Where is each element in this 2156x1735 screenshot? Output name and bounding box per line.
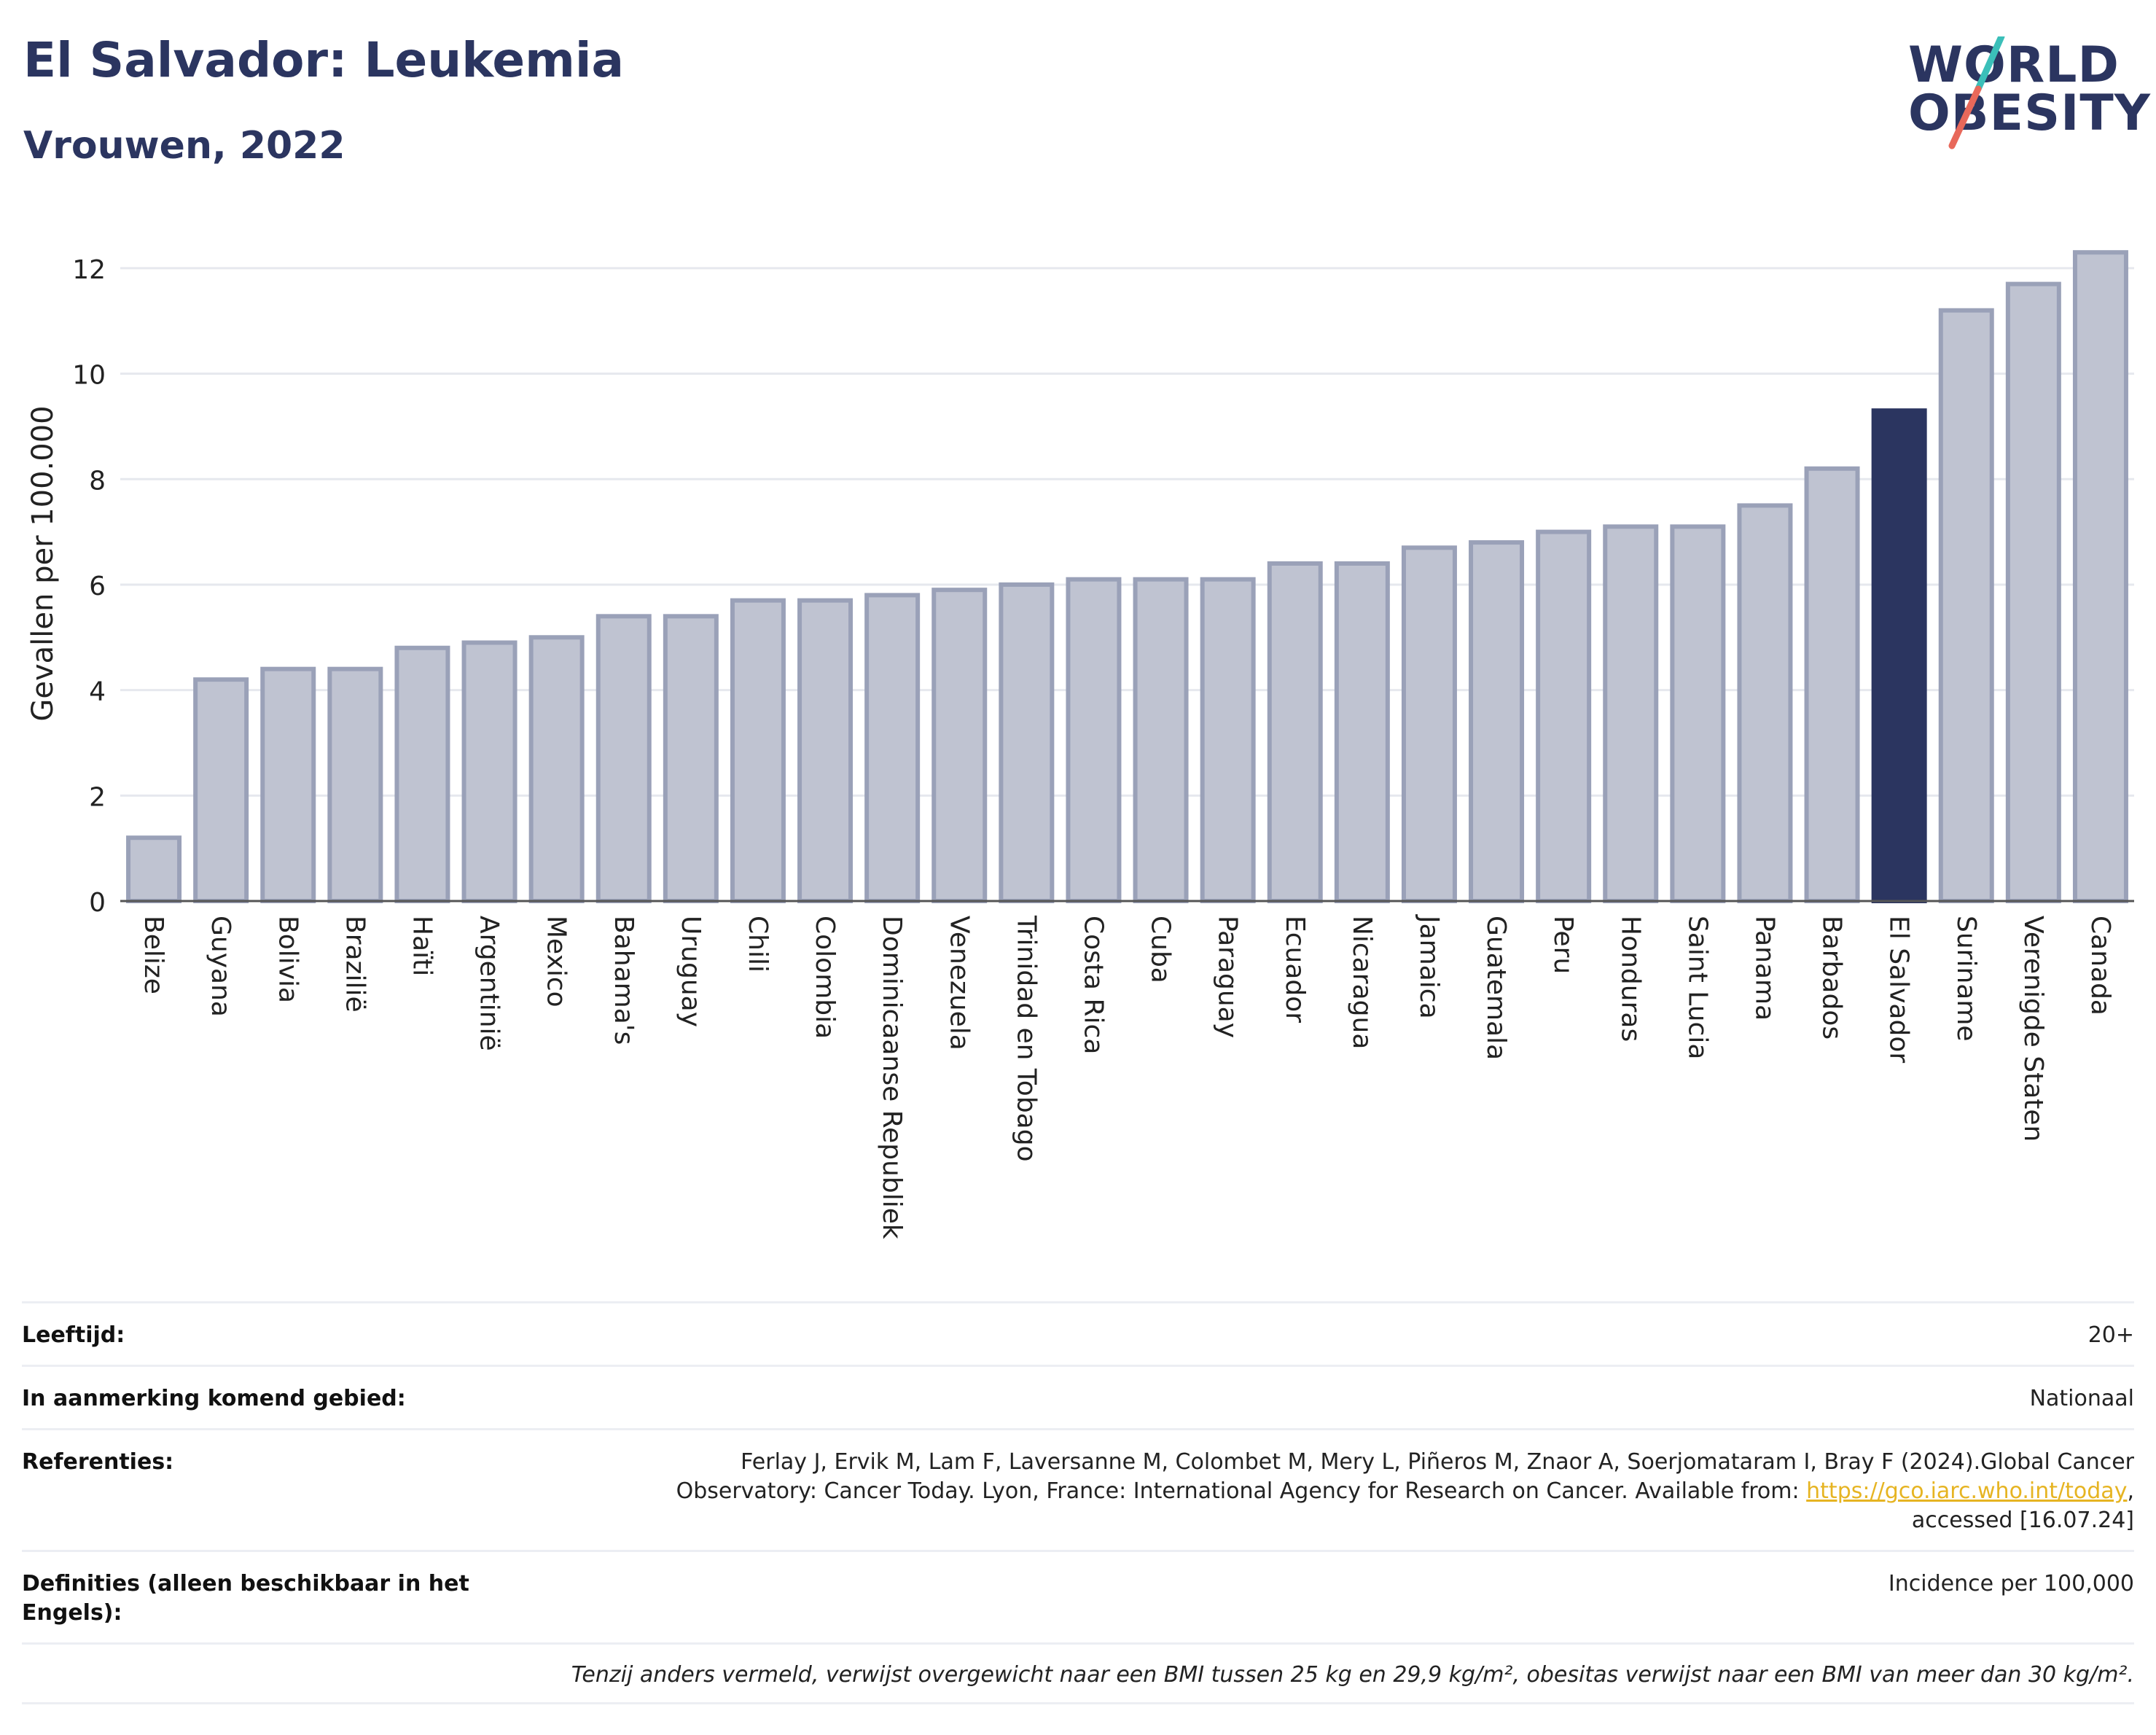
page-subtitle: Vrouwen, 2022 xyxy=(23,124,345,168)
bar-peru xyxy=(1536,529,1592,903)
area-value: Nationaal xyxy=(2029,1386,2134,1411)
x-tick-label: Paraguay xyxy=(1213,916,1243,1038)
metadata-table: Leeftijd: 20+ In aanmerking komend gebie… xyxy=(22,1301,2134,1704)
bar-nicaragua xyxy=(1334,561,1390,903)
x-tick-label: Bolivia xyxy=(273,916,302,1003)
bar-trinidad-en-tobago xyxy=(999,582,1055,903)
x-tick-label: Guatemala xyxy=(1481,916,1511,1060)
references-label: Referenties: xyxy=(22,1449,174,1475)
y-tick-label: 6 xyxy=(89,572,106,601)
x-tick-label: Venezuela xyxy=(944,916,974,1050)
bar-ha-ti xyxy=(394,645,450,903)
world-obesity-logo: WORLD OBESITY xyxy=(1894,36,2150,160)
x-tick-label: Peru xyxy=(1548,916,1578,974)
bar-brazili- xyxy=(327,666,383,903)
x-tick-label: Nicaragua xyxy=(1347,916,1377,1049)
logo-line-1: WORLD xyxy=(1908,36,2120,94)
age-label: Leeftijd: xyxy=(22,1322,125,1348)
x-tick-label: Haïti xyxy=(407,916,437,976)
y-axis-label: Gevallen per 100.000 xyxy=(26,405,60,721)
bar-saint-lucia xyxy=(1670,524,1726,903)
y-axis-ticks: 0 2 4 6 8 10 12 xyxy=(72,255,106,918)
bar-bolivia xyxy=(260,666,316,903)
y-tick-label: 12 xyxy=(72,255,106,285)
bar-guyana xyxy=(193,677,249,903)
x-tick-label: Barbados xyxy=(1817,916,1847,1040)
bar-paraguay xyxy=(1200,577,1256,903)
bar-barbados xyxy=(1804,466,1860,903)
bar-canada xyxy=(2072,250,2128,903)
x-tick-label: Saint Lucia xyxy=(1682,916,1712,1059)
bar-chart: 0 2 4 6 8 10 12 Belize Guyana Bolivia Brazilië Haï… xyxy=(26,250,2134,1239)
chart-bars xyxy=(126,250,2128,903)
x-tick-label: Chili xyxy=(743,916,773,972)
x-tick-label: Colombia xyxy=(810,916,840,1039)
x-tick-label: El Salvador xyxy=(1884,916,1914,1063)
x-tick-label: Honduras xyxy=(1615,916,1645,1042)
bar-panama xyxy=(1737,503,1793,903)
bar-chili xyxy=(730,598,786,903)
bar-ecuador xyxy=(1267,561,1323,903)
x-tick-label: Panama xyxy=(1749,916,1779,1021)
bar-dominicaanse-republiek xyxy=(864,593,921,903)
meta-row-area: In aanmerking komend gebied: Nationaal xyxy=(22,1365,2134,1428)
x-tick-label: Costa Rica xyxy=(1078,916,1108,1054)
bar-mexico xyxy=(528,635,585,903)
age-value: 20+ xyxy=(2087,1322,2134,1348)
y-tick-label: 8 xyxy=(89,466,106,496)
reference-link[interactable]: https://gco.iarc.who.int/today xyxy=(1806,1478,2128,1504)
footnote: Tenzij anders vermeld, verwijst overgewi… xyxy=(22,1642,2134,1704)
x-tick-label: Jamaica xyxy=(1414,914,1444,1019)
x-tick-label: Mexico xyxy=(542,916,571,1007)
bar-argentini- xyxy=(461,640,517,903)
bar-cuba xyxy=(1133,577,1189,903)
x-tick-label: Uruguay xyxy=(676,916,706,1027)
x-tick-label: Bahama's xyxy=(609,916,638,1045)
bar-colombia xyxy=(797,598,854,903)
definitions-value: Incidence per 100,000 xyxy=(1888,1571,2134,1596)
bar-honduras xyxy=(1603,524,1659,903)
bar-uruguay xyxy=(663,614,719,903)
y-tick-label: 4 xyxy=(89,677,106,707)
x-tick-label: Ecuador xyxy=(1280,916,1310,1023)
x-tick-label: Brazilië xyxy=(340,916,370,1013)
x-tick-label: Belize xyxy=(138,916,168,994)
reference-accessed: , accessed [16.07.24] xyxy=(1911,1478,2134,1533)
area-label: In aanmerking komend gebied: xyxy=(22,1386,406,1411)
y-tick-label: 0 xyxy=(89,888,106,918)
x-tick-label: Verenigde Staten xyxy=(2018,916,2048,1142)
y-tick-label: 2 xyxy=(89,782,106,812)
x-axis-ticks: Belize Guyana Bolivia Brazilië Haïti Argentin… xyxy=(138,914,2115,1239)
bar-verenigde-staten xyxy=(2005,281,2061,903)
meta-row-age: Leeftijd: 20+ xyxy=(22,1301,2134,1365)
x-tick-label: Guyana xyxy=(206,916,235,1017)
x-tick-label: Cuba xyxy=(1146,916,1176,983)
definitions-label: Definities (alleen beschikbaar in het En… xyxy=(22,1571,469,1626)
x-tick-label: Suriname xyxy=(1951,916,1981,1042)
bar-costa-rica xyxy=(1066,577,1122,903)
logo-slash-icon xyxy=(1948,36,2005,149)
x-tick-label: Dominicaanse Republiek xyxy=(877,916,907,1239)
reference-text: Ferlay J, Ervik M, Lam F, Laversanne M, … xyxy=(676,1449,2134,1504)
y-tick-label: 10 xyxy=(72,361,106,391)
chart-grid xyxy=(120,267,2134,797)
x-tick-label: Canada xyxy=(2085,916,2115,1015)
page-title: El Salvador: Leukemia xyxy=(23,32,625,88)
bar-venezuela xyxy=(931,588,988,903)
bar-guatemala xyxy=(1469,540,1525,903)
bar-jamaica xyxy=(1401,545,1457,903)
references-value: Ferlay J, Ervik M, Lam F, Laversanne M, … xyxy=(604,1448,2134,1535)
bar-belize xyxy=(126,835,182,903)
bar-el-salvador xyxy=(1871,408,1927,903)
meta-row-references: Referenties: Ferlay J, Ervik M, Lam F, L… xyxy=(22,1428,2134,1550)
meta-row-definitions: Definities (alleen beschikbaar in het En… xyxy=(22,1550,2134,1642)
bar-suriname xyxy=(1938,308,1994,903)
x-tick-label: Trinidad en Tobago xyxy=(1011,915,1041,1162)
logo-line-2: OBESITY xyxy=(1908,85,2151,142)
bar-bahama-s xyxy=(595,614,652,903)
x-tick-label: Argentinië xyxy=(474,916,504,1051)
